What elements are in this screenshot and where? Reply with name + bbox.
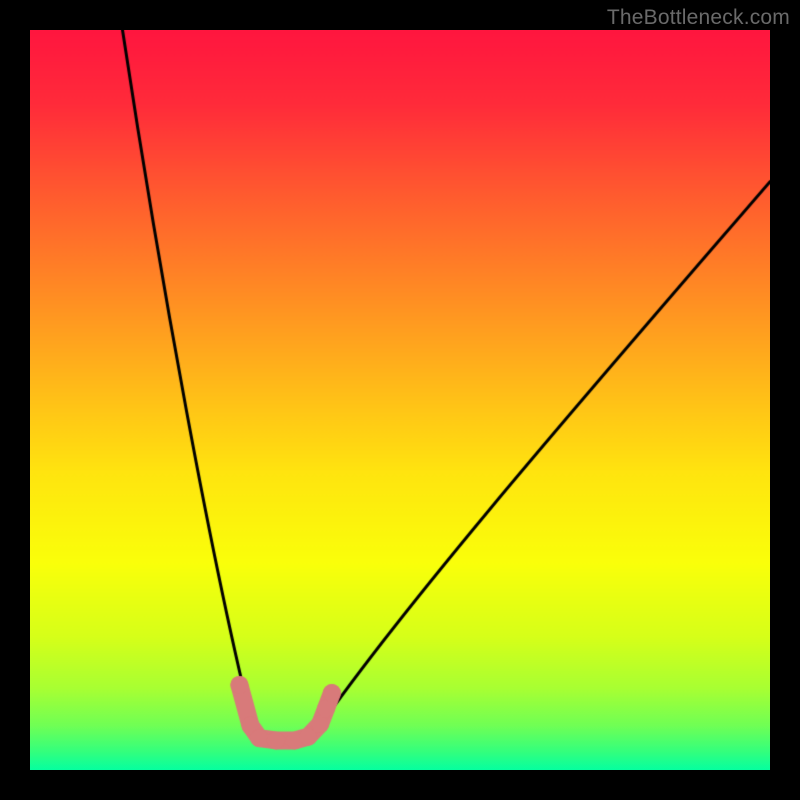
plot-area <box>30 30 770 770</box>
chart-container: TheBottleneck.com <box>0 0 800 800</box>
watermark-text: TheBottleneck.com <box>607 6 790 30</box>
curve-overlay <box>30 30 770 770</box>
